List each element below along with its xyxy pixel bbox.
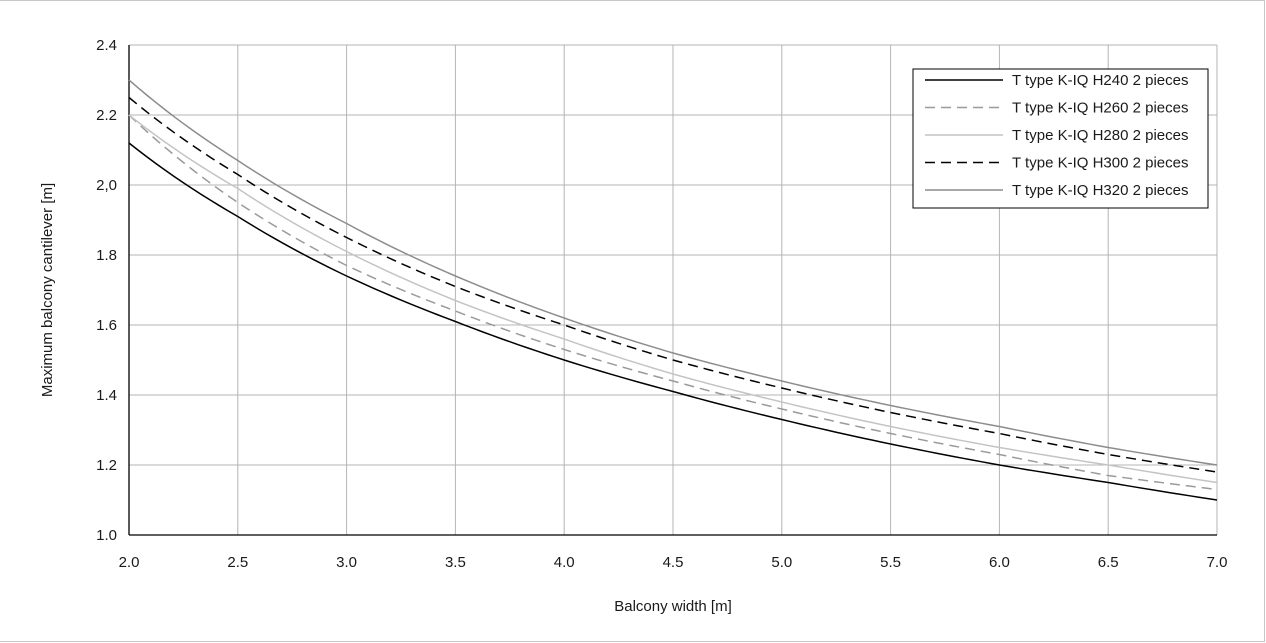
legend-label-4: T type K-IQ H300 2 pieces bbox=[1012, 155, 1188, 172]
x-tick-label: 5.0 bbox=[771, 554, 792, 571]
x-tick-label: 5.5 bbox=[880, 554, 901, 571]
x-tick-label: 3.5 bbox=[445, 554, 466, 571]
x-tick-label: 4.5 bbox=[663, 554, 684, 571]
y-tick-label: 2.2 bbox=[96, 107, 117, 124]
y-tick-label: 2,0 bbox=[96, 177, 117, 194]
x-axis-label: Balcony width [m] bbox=[614, 598, 732, 615]
x-tick-label: 6.5 bbox=[1098, 554, 1119, 571]
series-line-2 bbox=[128, 114, 1218, 491]
y-tick-label: 1.4 bbox=[96, 387, 117, 404]
y-tick-label: 1.8 bbox=[96, 247, 117, 264]
x-tick-label: 7.0 bbox=[1207, 554, 1228, 571]
series-line-3 bbox=[128, 114, 1218, 484]
legend-label-1: T type K-IQ H240 2 pieces bbox=[1012, 72, 1188, 89]
y-tick-label: 1.2 bbox=[96, 457, 117, 474]
x-tick-label: 3.0 bbox=[336, 554, 357, 571]
series-line-1 bbox=[128, 142, 1218, 501]
y-tick-label: 1.0 bbox=[96, 527, 117, 544]
axes bbox=[128, 45, 1217, 536]
x-tick-label: 2.0 bbox=[119, 554, 140, 571]
legend: T type K-IQ H240 2 pieces T type K-IQ H26… bbox=[912, 68, 1209, 209]
x-tick-label: 4.0 bbox=[554, 554, 575, 571]
y-tick-labels: 1.0 1.2 1.4 1.6 1.8 2,0 2.2 2.4 bbox=[96, 37, 117, 544]
legend-label-3: T type K-IQ H280 2 pieces bbox=[1012, 127, 1188, 144]
legend-label-5: T type K-IQ H320 2 pieces bbox=[1012, 182, 1188, 199]
y-tick-label: 1.6 bbox=[96, 317, 117, 334]
y-axis-label: Maximum balcony cantilever [m] bbox=[39, 183, 56, 397]
x-tick-label: 2.5 bbox=[227, 554, 248, 571]
grid-lines bbox=[129, 44, 1218, 535]
series-lines bbox=[128, 79, 1218, 501]
series-line-4 bbox=[128, 96, 1218, 473]
series-line-5 bbox=[128, 79, 1218, 466]
y-tick-label: 2.4 bbox=[96, 37, 117, 54]
legend-label-2: T type K-IQ H260 2 pieces bbox=[1012, 100, 1188, 117]
legend-box bbox=[912, 68, 1209, 209]
x-tick-label: 6.0 bbox=[989, 554, 1010, 571]
x-tick-labels: 2.0 2.5 3.0 3.5 4.0 4.5 5.0 5.5 6.0 6.5 7.0 bbox=[119, 554, 1228, 571]
